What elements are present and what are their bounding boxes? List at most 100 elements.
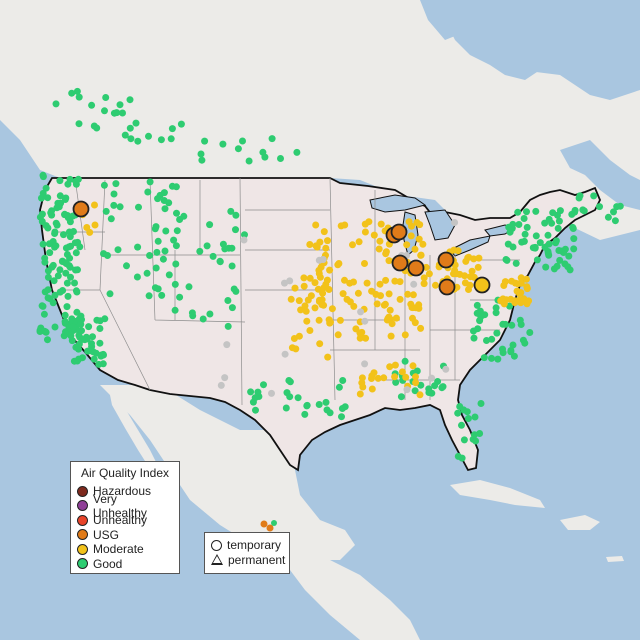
monitor-dot[interactable] — [545, 215, 553, 223]
monitor-dot[interactable] — [346, 279, 354, 287]
monitor-dot[interactable] — [434, 378, 442, 385]
monitor-dot[interactable] — [44, 194, 52, 202]
monitor-dot[interactable] — [361, 360, 369, 368]
monitor-dot[interactable] — [68, 315, 76, 323]
monitor-dot[interactable] — [82, 333, 90, 341]
monitor-dot[interactable] — [66, 233, 74, 241]
monitor-dot[interactable] — [297, 306, 305, 314]
monitor-dot[interactable] — [355, 238, 363, 246]
monitor-dot[interactable] — [126, 96, 134, 104]
monitor-dot[interactable] — [391, 361, 399, 369]
monitor-dot[interactable] — [110, 190, 118, 198]
monitor-dot[interactable] — [251, 394, 259, 402]
temporary-monitor-marker[interactable] — [407, 259, 425, 277]
monitor-dot[interactable] — [461, 279, 469, 287]
monitor-dot[interactable] — [170, 236, 178, 244]
monitor-dot[interactable] — [556, 256, 564, 264]
monitor-dot[interactable] — [357, 308, 365, 316]
monitor-dot[interactable] — [167, 135, 175, 143]
monitor-dot[interactable] — [73, 87, 81, 95]
monitor-dot[interactable] — [72, 266, 79, 274]
monitor-dot[interactable] — [72, 287, 80, 295]
monitor-dot[interactable] — [416, 391, 424, 399]
monitor-dot[interactable] — [373, 300, 381, 308]
monitor-dot[interactable] — [363, 279, 371, 287]
monitor-dot[interactable] — [566, 266, 574, 274]
monitor-dot[interactable] — [417, 381, 425, 389]
monitor-dot[interactable] — [319, 256, 327, 263]
monitor-dot[interactable] — [287, 295, 295, 303]
monitor-dot[interactable] — [56, 177, 64, 185]
monitor-dot[interactable] — [468, 267, 476, 275]
monitor-dot[interactable] — [71, 239, 79, 247]
monitor-dot[interactable] — [402, 373, 410, 381]
monitor-dot[interactable] — [52, 242, 60, 250]
monitor-dot[interactable] — [465, 286, 472, 293]
monitor-dot[interactable] — [51, 291, 59, 299]
monitor-dot[interactable] — [315, 316, 323, 324]
monitor-dot[interactable] — [596, 203, 603, 211]
monitor-dot[interactable] — [291, 284, 299, 292]
monitor-dot[interactable] — [376, 280, 384, 288]
temporary-monitor-marker[interactable] — [438, 278, 456, 296]
monitor-dot[interactable] — [261, 153, 269, 161]
monitor-dot[interactable] — [106, 290, 114, 298]
monitor-dot[interactable] — [223, 341, 231, 349]
monitor-dot[interactable] — [470, 327, 477, 335]
monitor-dot[interactable] — [48, 263, 56, 271]
monitor-dot[interactable] — [63, 279, 71, 287]
monitor-dot[interactable] — [488, 354, 495, 362]
monitor-dot[interactable] — [286, 378, 294, 386]
monitor-dot[interactable] — [411, 319, 419, 327]
monitor-dot[interactable] — [302, 307, 310, 315]
monitor-dot[interactable] — [227, 207, 235, 215]
monitor-dot[interactable] — [77, 320, 85, 328]
monitor-dot[interactable] — [382, 276, 390, 284]
monitor-dot[interactable] — [56, 266, 64, 274]
monitor-dot[interactable] — [116, 101, 124, 109]
monitor-dot[interactable] — [407, 232, 415, 240]
monitor-dot[interactable] — [442, 365, 450, 373]
monitor-dot[interactable] — [306, 327, 314, 334]
monitor-dot[interactable] — [165, 271, 173, 279]
monitor-dot[interactable] — [50, 277, 58, 285]
temporary-monitor-marker[interactable] — [390, 223, 408, 241]
monitor-dot[interactable] — [301, 410, 309, 418]
temporary-monitor-marker[interactable] — [391, 254, 409, 272]
monitor-dot[interactable] — [356, 390, 364, 398]
monitor-dot[interactable] — [464, 415, 472, 422]
monitor-dot[interactable] — [240, 236, 248, 244]
monitor-dot[interactable] — [335, 383, 343, 391]
monitor-dot[interactable] — [180, 212, 188, 220]
monitor-markers[interactable] — [36, 87, 624, 532]
monitor-dot[interactable] — [107, 215, 115, 223]
monitor-dot[interactable] — [318, 296, 326, 304]
monitor-dot[interactable] — [154, 195, 162, 203]
monitor-dot[interactable] — [282, 404, 290, 412]
monitor-dot[interactable] — [67, 273, 74, 281]
monitor-dot[interactable] — [74, 175, 82, 183]
monitor-dot[interactable] — [322, 280, 330, 288]
monitor-dot[interactable] — [42, 184, 50, 192]
monitor-dot[interactable] — [341, 276, 348, 284]
monitor-dot[interactable] — [52, 100, 60, 108]
monitor-dot[interactable] — [161, 247, 169, 255]
monitor-dot[interactable] — [396, 295, 404, 303]
monitor-dot[interactable] — [60, 332, 68, 340]
monitor-dot[interactable] — [123, 262, 130, 270]
monitor-dot[interactable] — [368, 375, 375, 382]
monitor-dot[interactable] — [206, 310, 214, 318]
monitor-dot[interactable] — [44, 286, 52, 294]
monitor-dot[interactable] — [465, 253, 473, 261]
monitor-dot[interactable] — [88, 101, 96, 109]
monitor-dot[interactable] — [411, 245, 419, 253]
monitor-dot[interactable] — [197, 150, 205, 158]
monitor-dot[interactable] — [401, 331, 409, 339]
monitor-dot[interactable] — [460, 436, 468, 444]
monitor-dot[interactable] — [401, 357, 409, 365]
monitor-dot[interactable] — [454, 409, 462, 417]
monitor-dot[interactable] — [135, 203, 142, 211]
monitor-dot[interactable] — [403, 241, 411, 249]
monitor-dot[interactable] — [326, 266, 334, 274]
monitor-dot[interactable] — [523, 208, 530, 216]
